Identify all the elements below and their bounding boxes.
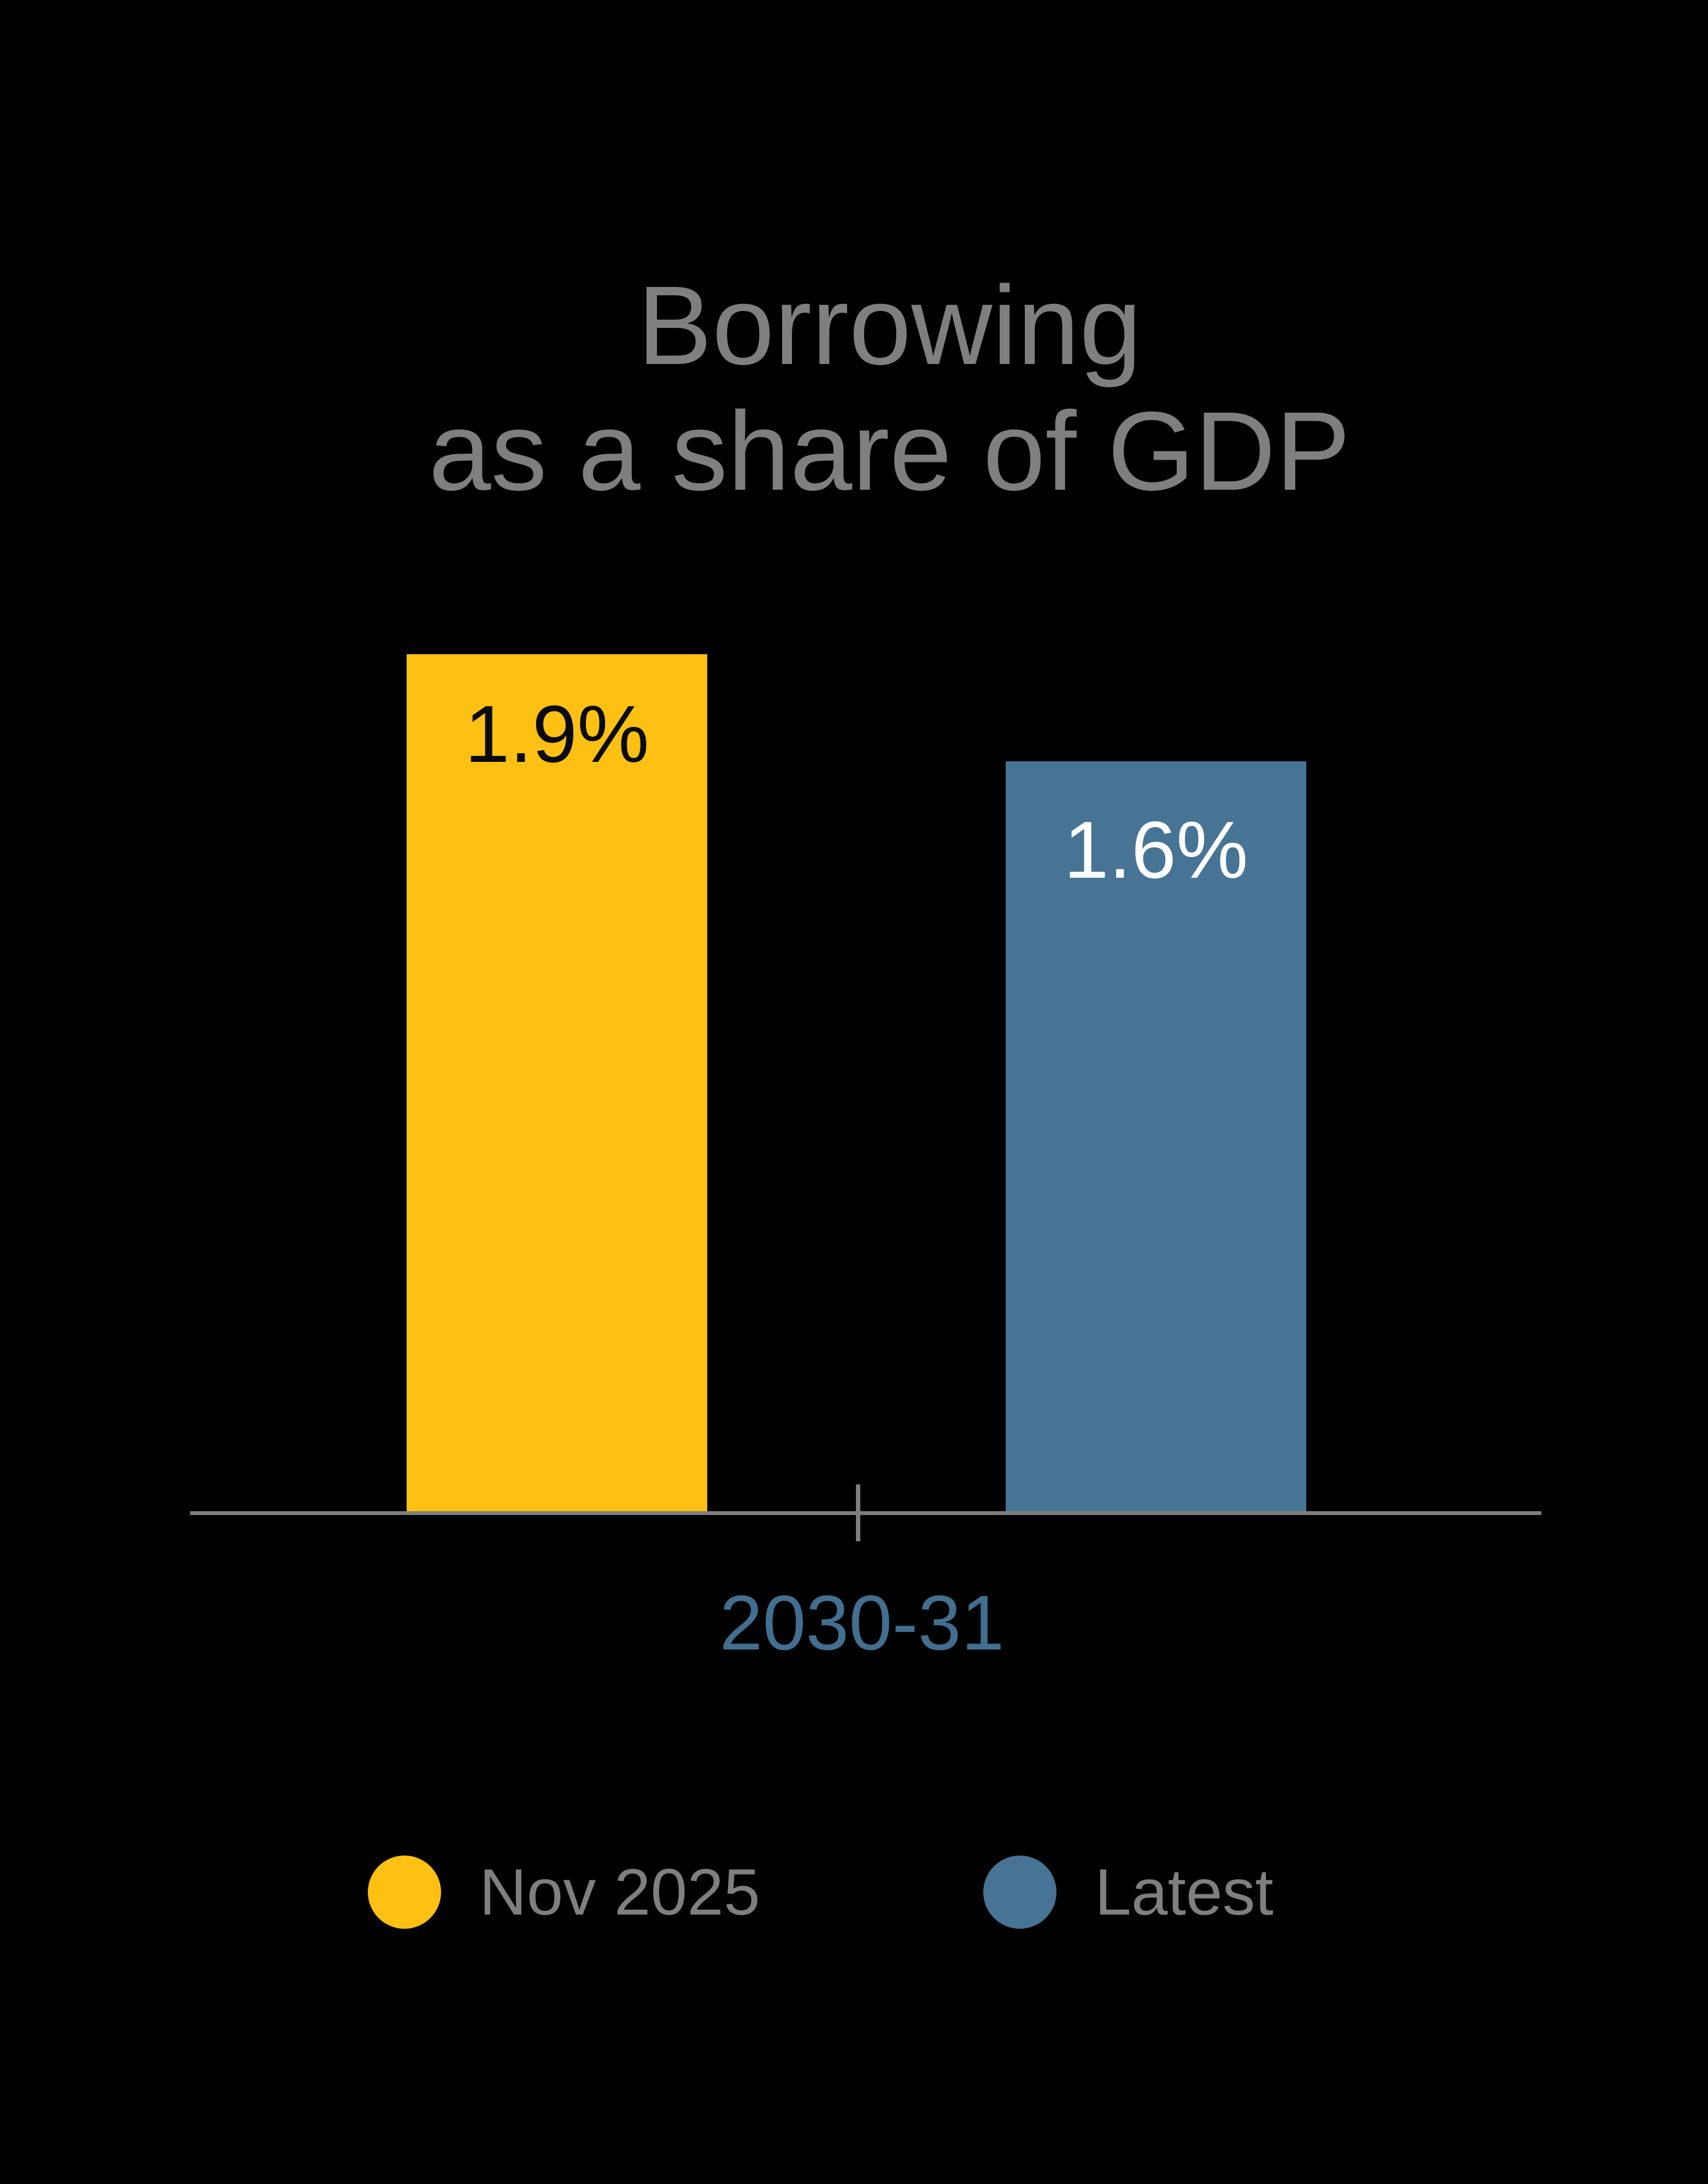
bar-latest: 1.6%	[1006, 761, 1306, 1514]
x-axis-category-label: 2030-31	[719, 1580, 1005, 1666]
x-axis-tick	[856, 1484, 860, 1541]
legend-item-latest: Latest	[983, 1856, 1273, 1929]
x-axis-line	[190, 1511, 1541, 1515]
legend-item-nov-2025: Nov 2025	[368, 1856, 760, 1929]
bar-value-label-latest: 1.6%	[1064, 805, 1248, 895]
legend-label-latest: Latest	[1095, 1856, 1273, 1929]
legend-label-nov-2025: Nov 2025	[479, 1856, 760, 1929]
bar-nov-2025: 1.9%	[407, 654, 707, 1514]
chart-title-line-1: Borrowing	[637, 263, 1142, 388]
chart-title-line-2: as a share of GDP	[429, 389, 1351, 514]
legend-swatch-circle-nov-2025	[368, 1856, 441, 1929]
chart-title: Borrowing as a share of GDP	[71, 263, 1708, 514]
legend-swatch-circle-latest	[983, 1856, 1057, 1929]
bar-value-label-nov-2025: 1.9%	[465, 689, 649, 779]
